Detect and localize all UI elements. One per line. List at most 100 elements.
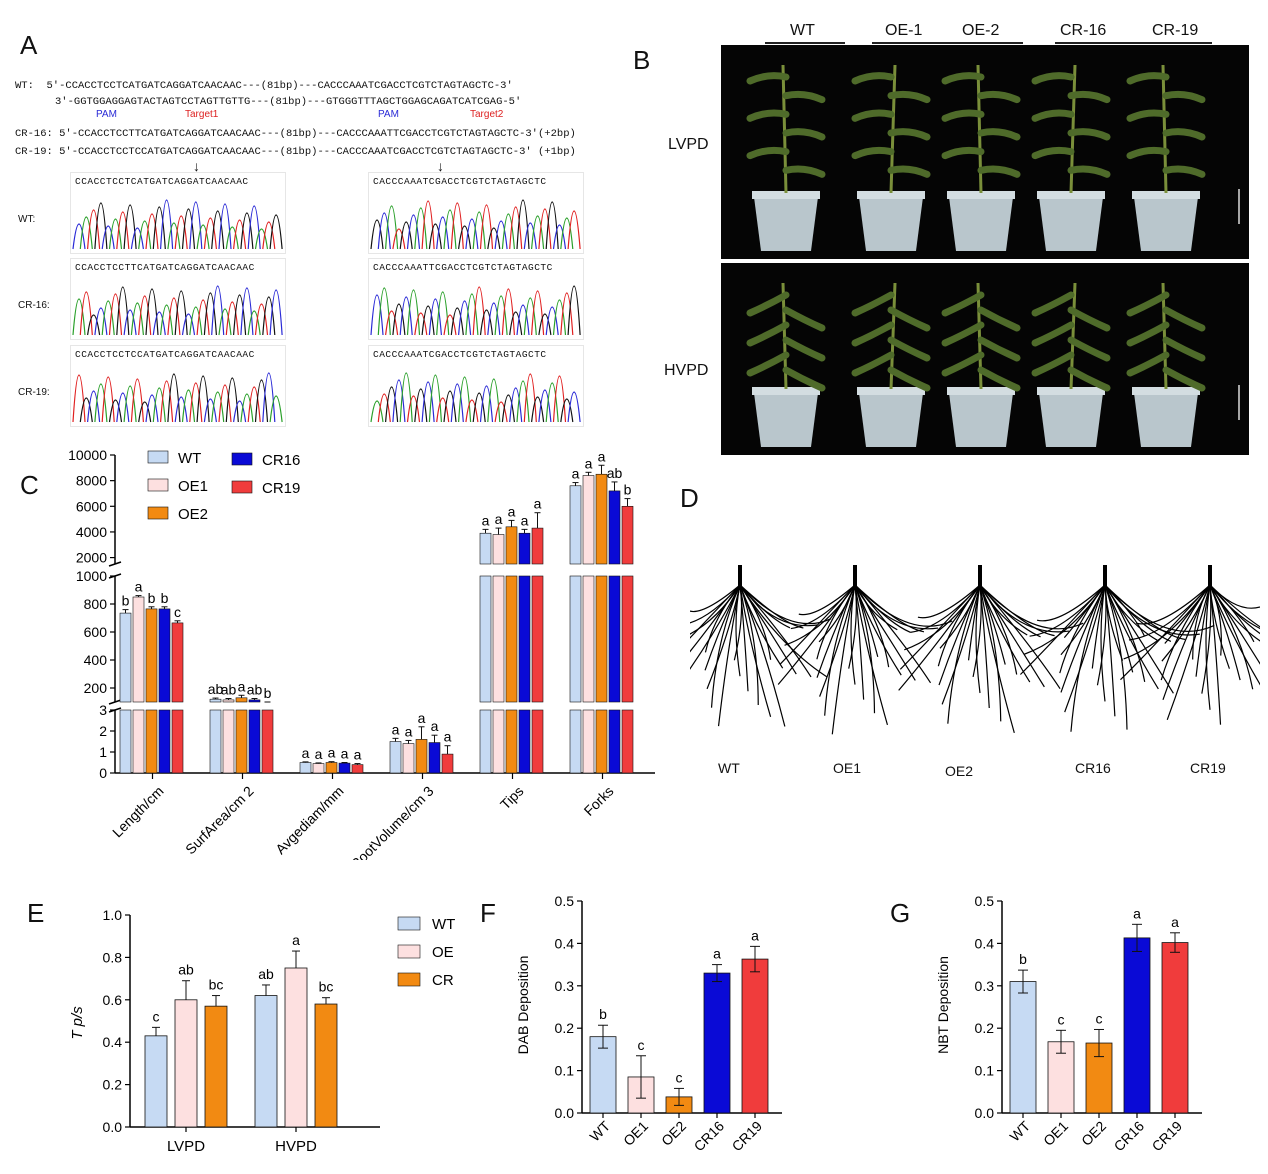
leaf (851, 321, 895, 347)
peak (160, 199, 174, 250)
root-branch (1205, 584, 1211, 710)
significance-letter: c (174, 604, 181, 620)
bar-oe2 (415, 739, 428, 774)
legend-swatch (397, 916, 421, 931)
significance-letter: a (292, 932, 300, 948)
bar-oe2 (595, 575, 608, 703)
bar-wt (209, 698, 222, 703)
peak (87, 314, 101, 336)
bar-cr19 (741, 958, 769, 1114)
peak (211, 285, 225, 336)
peak (94, 202, 108, 250)
peak (545, 201, 559, 250)
peak (269, 214, 283, 250)
cr16-sequence: CR-16: 5'-CCACCTCCTTCATGATCAGGATCAACAAC-… (15, 128, 576, 140)
base-calls: CCACCTCCTTCATGATCAGGATCAACAAC (75, 262, 255, 273)
significance-letter: a (405, 723, 413, 739)
leaf (1126, 351, 1170, 377)
significance-letter: ab (221, 682, 237, 698)
peak (406, 395, 421, 423)
bar-cr19 (531, 709, 544, 774)
leaf (941, 72, 985, 85)
peak (479, 309, 494, 336)
peak (552, 375, 567, 423)
peak (385, 310, 399, 336)
significance-letter: a (315, 746, 323, 762)
peak (181, 313, 196, 336)
peak (79, 291, 93, 336)
hvpd-row-label: HVPD (664, 362, 709, 379)
pot (1134, 393, 1198, 447)
bar-oe1 (132, 709, 145, 774)
peak (130, 227, 144, 250)
peak (487, 378, 501, 423)
leaf (1162, 165, 1206, 178)
panel-label-c: C (20, 470, 39, 500)
leaf (851, 109, 895, 122)
pam1-label: PAM (96, 109, 117, 120)
significance-letter: b (1019, 951, 1027, 967)
root-branch (917, 584, 981, 619)
chromatogram-trace: CCACCTCCTCCATGATCAGGATCAACAAC (70, 345, 286, 427)
leaf (746, 109, 790, 122)
y-tick-label: 0.1 (975, 1063, 995, 1079)
peak (254, 379, 269, 423)
peak (181, 389, 196, 423)
hvpd-plant-photo (721, 263, 1249, 455)
significance-letter: a (431, 718, 439, 734)
peak (225, 226, 239, 250)
peak (108, 218, 123, 250)
root-branch (1120, 584, 1211, 681)
leaf (746, 321, 790, 347)
peak (458, 225, 472, 250)
leaf (1162, 90, 1206, 104)
leaf (977, 366, 1021, 392)
peak (262, 221, 276, 250)
peak (203, 217, 217, 250)
peak (523, 373, 537, 423)
root-branch (854, 584, 939, 630)
peak (152, 387, 166, 423)
peak (174, 396, 188, 423)
root-branch (1100, 584, 1106, 702)
bar-cr19 (621, 505, 634, 565)
root-branch (739, 584, 828, 678)
bar-cr19 (171, 622, 184, 703)
base-calls: CACCCAAATTCGACCTCGTCTAGTAGCTC (373, 262, 553, 273)
wt-bottom-strand: 3'-GGTGGAGGAGTACTAGTCCTAGTTGTTG---(81bp)… (55, 96, 522, 108)
peak (552, 224, 567, 250)
significance-letter: a (713, 946, 721, 962)
leaf (782, 336, 826, 362)
significance-letter: a (392, 721, 400, 737)
legend-label: CR16 (262, 452, 300, 469)
peak (494, 220, 508, 250)
plant-illustration (746, 282, 1240, 447)
peak (494, 295, 508, 336)
root-system (690, 565, 832, 727)
wt-top-strand: WT: 5'-CCACCTCCTCATGATCAGGATCAACAAC---(8… (15, 80, 513, 92)
y-tick-label: 0.4 (555, 935, 575, 951)
y-tick-label: 0.6 (103, 992, 123, 1008)
root-branch (706, 584, 741, 690)
leaf (1067, 336, 1111, 362)
peak (538, 313, 552, 336)
pot-rim (1037, 191, 1105, 199)
legend-swatch (397, 944, 421, 959)
legend-label: WT (178, 450, 201, 467)
y-tick-label: 2 (99, 723, 107, 739)
panel-label-d: D (680, 483, 699, 513)
peak (567, 285, 581, 336)
peak (421, 381, 435, 423)
leaf (887, 336, 931, 362)
root-branch (947, 584, 981, 724)
bar-wt (389, 741, 402, 774)
leaf (1067, 165, 1111, 178)
peak (225, 301, 239, 336)
significance-letter: a (328, 745, 336, 761)
bar-oe2 (505, 575, 518, 703)
peak (560, 217, 574, 250)
bar-cr16 (518, 532, 531, 565)
peak (567, 210, 581, 250)
x-tick-label: RootVolume/cm 3 (347, 783, 437, 860)
peak (509, 206, 523, 250)
